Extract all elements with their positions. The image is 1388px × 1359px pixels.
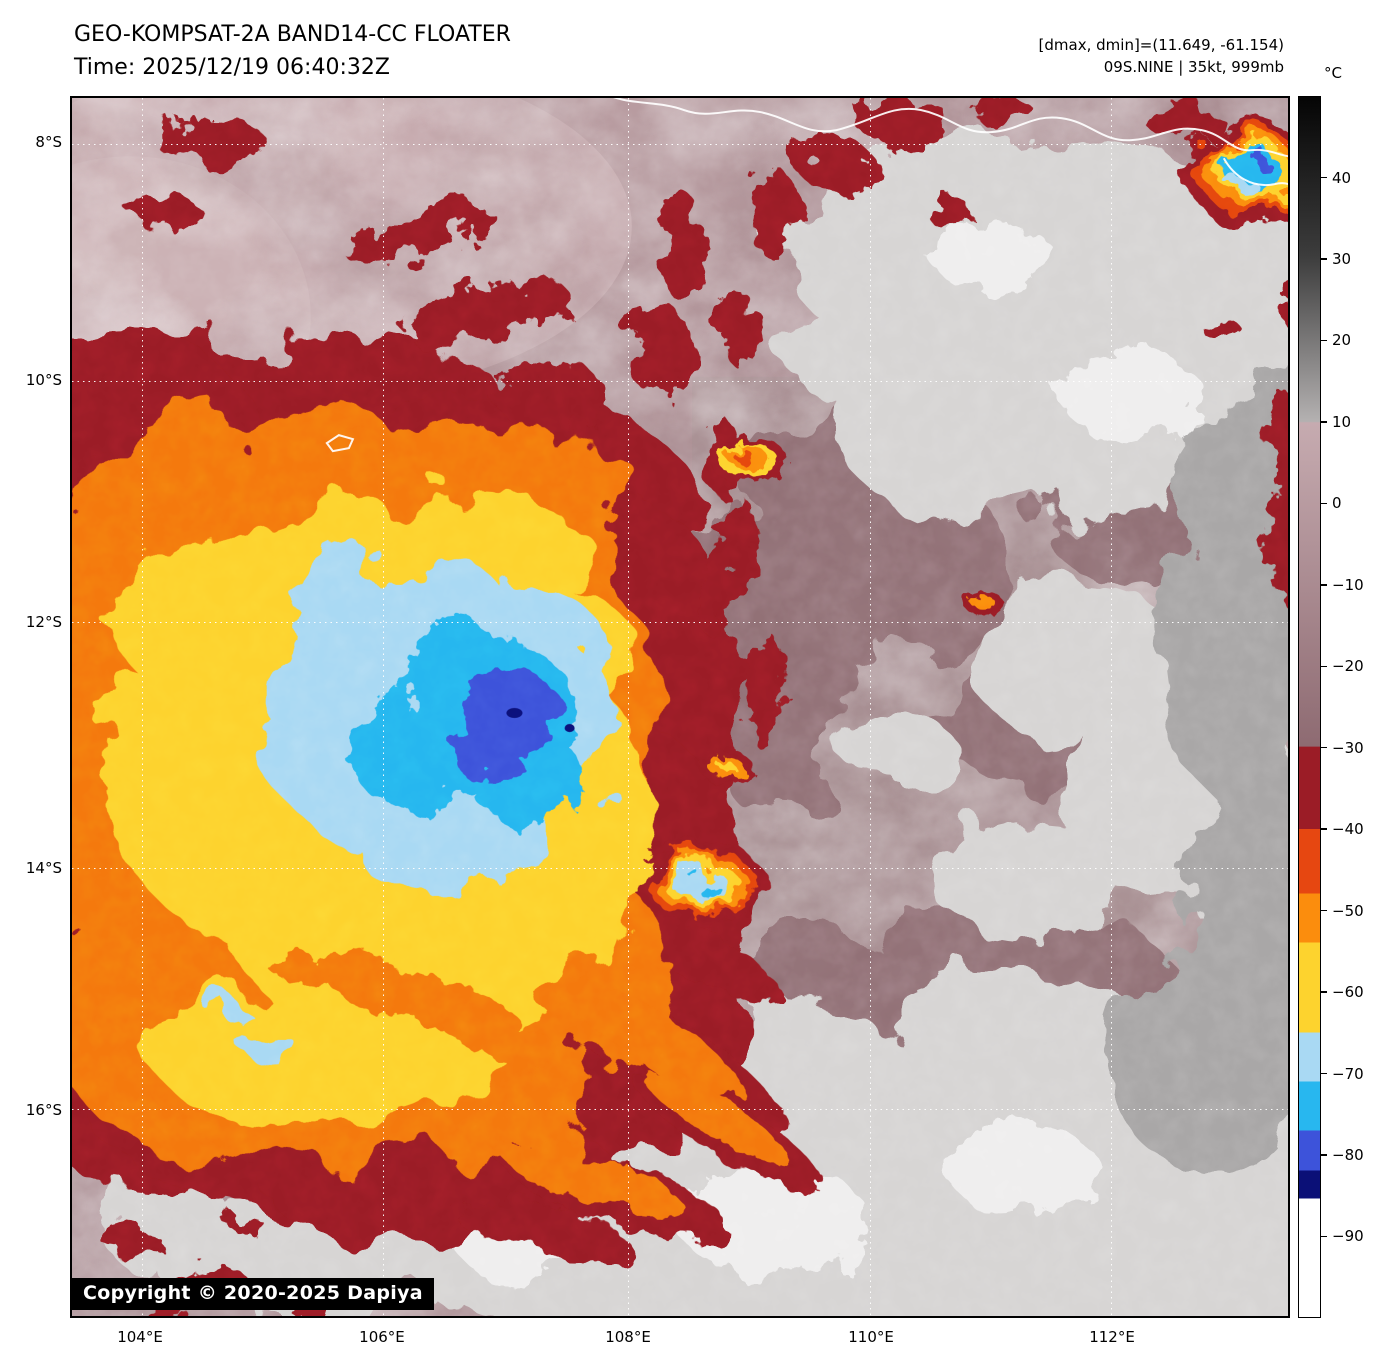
colorbar-tick: −30: [1321, 739, 1364, 757]
tick-mark: [1321, 828, 1327, 830]
latitude-label: 16°S: [25, 1101, 62, 1120]
tick-mark: [1321, 909, 1327, 912]
tick-mark: [1321, 1154, 1327, 1156]
tick-label: −60: [1332, 983, 1364, 1002]
tick-label: −70: [1332, 1064, 1364, 1083]
dmax-dmin-readout: [dmax, dmin]=(11.649, -61.154): [1038, 36, 1284, 54]
tick-mark: [1321, 502, 1327, 505]
tick-mark: [1321, 176, 1327, 179]
header: GEO-KOMPSAT-2A BAND14-CC FLOATER Time: 2…: [74, 18, 511, 84]
tick-label: 30: [1332, 249, 1352, 268]
latitude-label: 10°S: [25, 370, 62, 389]
colorbar-tick: 10: [1321, 413, 1351, 431]
satellite-image: [72, 98, 1288, 1316]
tick-mark: [1321, 258, 1327, 260]
tick-label: −90: [1332, 1227, 1364, 1246]
colorbar-tick: 20: [1321, 331, 1351, 349]
copyright-label: Copyright © 2020-2025 Dapiya: [72, 1278, 434, 1310]
colorbar-tick: 40: [1321, 169, 1351, 187]
longitude-label: 108°E: [605, 1328, 651, 1346]
product-title: GEO-KOMPSAT-2A BAND14-CC FLOATER: [74, 22, 511, 47]
colorbar: [1298, 96, 1321, 1318]
tick-mark: [1321, 339, 1327, 342]
longitude-label: 110°E: [848, 1328, 894, 1346]
colorbar-tick: −40: [1321, 820, 1364, 838]
latitude-label: 8°S: [35, 132, 62, 151]
tick-mark: [1321, 746, 1327, 749]
latitude-axis: 8°S 10°S 12°S 14°S 16°S: [0, 96, 62, 1318]
tick-mark: [1321, 1072, 1327, 1075]
tick-label: −10: [1332, 575, 1364, 594]
tick-mark: [1321, 584, 1327, 586]
tick-mark: [1321, 421, 1327, 423]
latitude-label: 12°S: [25, 612, 62, 631]
latitude-label: 14°S: [25, 859, 62, 878]
header-info: [dmax, dmin]=(11.649, -61.154) 09S.NINE …: [1039, 34, 1284, 78]
longitude-label: 112°E: [1089, 1328, 1135, 1346]
colorbar-tick: −60: [1321, 983, 1364, 1001]
colorbar-ticks: 40 30 20 10 0 −10 −20 −30 −40 −50 −60 −70 −80 −90: [1321, 96, 1387, 1318]
tick-label: −20: [1332, 657, 1364, 676]
tick-mark: [1321, 665, 1327, 668]
colorbar-tick: −10: [1321, 576, 1364, 594]
colorbar-tick: −90: [1321, 1227, 1364, 1245]
colorbar-tick: 30: [1321, 250, 1351, 268]
colorbar-tick: −80: [1321, 1146, 1364, 1164]
colorbar-tick: −70: [1321, 1065, 1364, 1083]
timestamp: Time: 2025/12/19 06:40:32Z: [74, 55, 390, 80]
tick-label: −80: [1332, 1146, 1364, 1165]
colorbar-tick: −20: [1321, 657, 1364, 675]
colorbar-tick: −50: [1321, 902, 1364, 920]
colorbar-gradient: [1299, 97, 1320, 1317]
colorbar-unit: °C: [1324, 64, 1342, 82]
storm-status: 09S.NINE | 35kt, 999mb: [1103, 58, 1284, 76]
tick-label: −40: [1332, 820, 1364, 839]
tick-mark: [1321, 1235, 1327, 1238]
tick-label: −50: [1332, 901, 1364, 920]
tick-label: 20: [1332, 331, 1352, 350]
satellite-map: Copyright © 2020-2025 Dapiya: [70, 96, 1290, 1318]
longitude-axis: 104°E 106°E 108°E 110°E 112°E: [70, 1328, 1290, 1352]
tick-mark: [1321, 991, 1327, 993]
longitude-label: 104°E: [117, 1328, 163, 1346]
longitude-label: 106°E: [359, 1328, 405, 1346]
tick-label: −30: [1332, 738, 1364, 757]
tick-label: 0: [1332, 494, 1342, 513]
coastline: [325, 98, 1288, 453]
tick-label: 10: [1332, 412, 1352, 431]
colorbar-tick: 0: [1321, 494, 1342, 512]
tick-label: 40: [1332, 168, 1352, 187]
